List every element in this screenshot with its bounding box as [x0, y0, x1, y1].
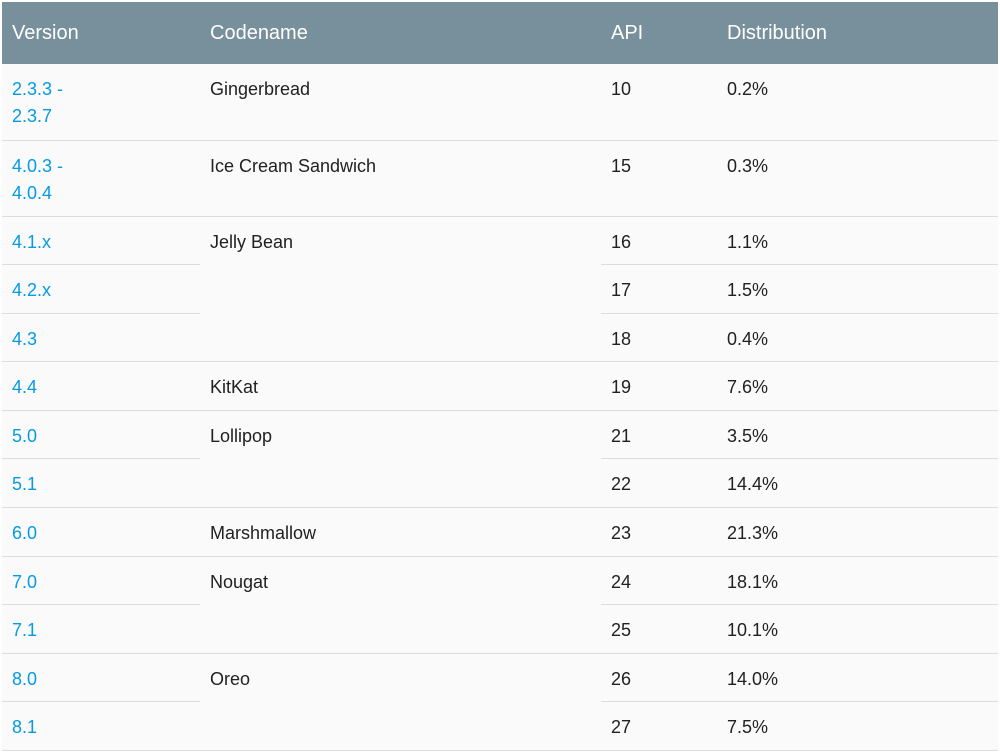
version-link[interactable]: 4.0.3 - 4.0.4 [12, 155, 64, 203]
api-cell: 23 [601, 507, 717, 557]
version-link[interactable]: 2.3.3 - 2.3.7 [12, 79, 64, 126]
header-codename: Codename [200, 2, 601, 64]
table-row: 5.0 Lollipop 21 3.5% [2, 410, 998, 509]
table-row: 8.0 Oreo 26 14.0% [2, 653, 998, 752]
table-row: 4.2.x 17 1.5% [2, 264, 998, 314]
api-cell: 24 [601, 556, 717, 606]
version-link[interactable]: 4.4 [12, 377, 38, 398]
table-row: 6.0 Marshmallow 23 21.3% [2, 507, 998, 557]
distribution-cell: 0.4% [717, 313, 998, 363]
version-cell: 7.0 [2, 556, 200, 606]
table-row: 2.3.3 - 2.3.7 Gingerbread 10 0.2% [2, 64, 998, 141]
table-row: 8.1 27 7.5% [2, 701, 998, 752]
version-cell: 6.0 [2, 507, 200, 557]
codename-cell: Lollipop [200, 410, 601, 509]
api-cell: 16 [601, 216, 717, 266]
table-row: 5.1 22 14.4% [2, 458, 998, 509]
distribution-cell: 0.2% [717, 64, 998, 141]
distribution-cell: 0.3% [717, 140, 998, 217]
version-cell: 5.1 [2, 458, 200, 509]
version-cell: 5.0 [2, 410, 200, 460]
api-cell: 27 [601, 701, 717, 752]
version-link[interactable]: 7.1 [12, 620, 38, 641]
table-body: 2.3.3 - 2.3.7 Gingerbread 10 0.2% 4.0.3 … [2, 64, 998, 752]
table-header: Version Codename API Distribution [2, 2, 998, 64]
distribution-cell: 14.0% [717, 653, 998, 703]
api-cell: 15 [601, 140, 717, 217]
version-link[interactable]: 8.1 [12, 717, 38, 738]
distribution-cell: 10.1% [717, 604, 998, 654]
distribution-cell: 21.3% [717, 507, 998, 557]
api-cell: 25 [601, 604, 717, 654]
version-link[interactable]: 7.0 [12, 571, 38, 592]
api-cell: 19 [601, 361, 717, 411]
codename-cell: Oreo [200, 653, 601, 752]
codename-cell: Ice Cream Sandwich [200, 140, 601, 217]
codename-cell: KitKat [200, 361, 601, 411]
table-row: 4.3 18 0.4% [2, 313, 998, 363]
api-cell: 21 [601, 410, 717, 460]
version-cell: 8.1 [2, 701, 200, 752]
header-version: Version [2, 2, 200, 64]
header-row: Version Codename API Distribution [2, 2, 998, 64]
codename-cell: Marshmallow [200, 507, 601, 557]
distribution-cell: 7.5% [717, 701, 998, 752]
version-cell: 2.3.3 - 2.3.7 [2, 64, 200, 141]
distribution-cell: 14.4% [717, 458, 998, 509]
version-cell: 4.0.3 - 4.0.4 [2, 140, 200, 217]
table-row: 7.0 Nougat 24 18.1% [2, 556, 998, 654]
version-cell: 4.3 [2, 313, 200, 363]
version-cell: 4.2.x [2, 264, 200, 314]
codename-cell: Jelly Bean [200, 216, 601, 363]
version-cell: 8.0 [2, 653, 200, 703]
api-cell: 17 [601, 264, 717, 314]
codename-cell: Nougat [200, 556, 601, 654]
distribution-cell: 3.5% [717, 410, 998, 460]
version-link[interactable]: 4.1.x [12, 231, 52, 252]
distribution-cell: 7.6% [717, 361, 998, 411]
distribution-cell: 1.1% [717, 216, 998, 266]
version-cell: 4.4 [2, 361, 200, 411]
codename-cell: Gingerbread [200, 64, 601, 141]
version-link[interactable]: 4.3 [12, 328, 38, 349]
api-cell: 10 [601, 64, 717, 141]
table-row: 4.1.x Jelly Bean 16 1.1% [2, 216, 998, 363]
header-distribution: Distribution [717, 2, 998, 64]
version-cell: 7.1 [2, 604, 200, 654]
header-api: API [601, 2, 717, 64]
table-row: 7.1 25 10.1% [2, 604, 998, 654]
version-link[interactable]: 6.0 [12, 523, 38, 544]
distribution-cell: 1.5% [717, 264, 998, 314]
api-cell: 22 [601, 458, 717, 509]
version-link[interactable]: 5.1 [12, 474, 38, 495]
version-cell: 4.1.x [2, 216, 200, 266]
table-row: 4.4 KitKat 19 7.6% [2, 361, 998, 411]
version-link[interactable]: 8.0 [12, 668, 38, 689]
distribution-cell: 18.1% [717, 556, 998, 606]
version-link[interactable]: 5.0 [12, 425, 38, 446]
api-cell: 26 [601, 653, 717, 703]
table-row: 4.0.3 - 4.0.4 Ice Cream Sandwich 15 0.3% [2, 140, 998, 217]
version-link[interactable]: 4.2.x [12, 280, 52, 301]
api-cell: 18 [601, 313, 717, 363]
